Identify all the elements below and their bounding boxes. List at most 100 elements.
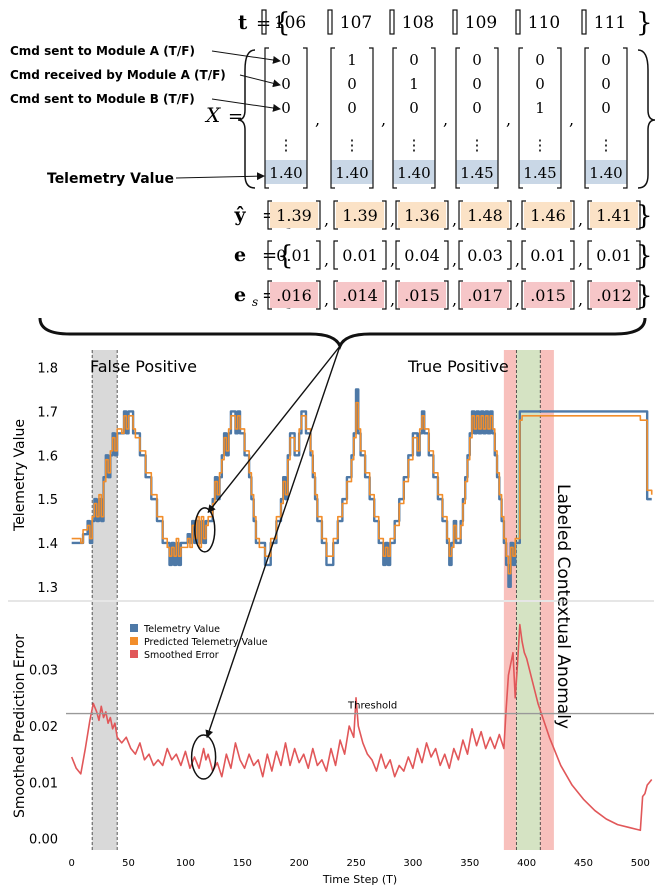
- x-tick-label: 150: [233, 858, 252, 869]
- comma: ,: [578, 250, 583, 269]
- y-tick-label: 1.3: [37, 581, 58, 596]
- value-highlight: [398, 282, 446, 308]
- legend-entry: Predicted Telemetry Value: [144, 637, 268, 648]
- bracket-left: [587, 200, 592, 230]
- matrix-bracket-right: [494, 47, 499, 189]
- x-cell-highlight: [456, 160, 498, 184]
- matrix-bracket-right: [557, 47, 562, 189]
- equals-t: =: [256, 13, 271, 34]
- row-symbol: e: [234, 284, 246, 306]
- x-cell-value: 0: [281, 75, 291, 93]
- x-tick-label: 100: [176, 858, 195, 869]
- t-value: 109: [465, 13, 497, 33]
- row-symbol: ŷ: [233, 204, 246, 226]
- comma: ,: [515, 210, 520, 229]
- bracket-left: [458, 200, 463, 230]
- bracket-left: [389, 9, 395, 35]
- bracket-right: [507, 200, 512, 230]
- bracket-left: [515, 9, 521, 35]
- value-highlight: [461, 282, 509, 308]
- bracket-left: [452, 9, 458, 35]
- bracket-right: [636, 240, 641, 270]
- x-ellipsis: ⋮: [279, 136, 294, 154]
- x-cell-value: 0: [601, 99, 611, 117]
- x-tick-label: 250: [346, 858, 365, 869]
- bracket-right: [636, 200, 641, 230]
- row-value: 0.03: [467, 246, 503, 265]
- row-value: 1.39: [276, 206, 312, 225]
- bracket-left: [521, 280, 526, 310]
- x-ellipsis: ⋮: [599, 136, 614, 154]
- row-label: Cmd sent to Module A (T/F): [10, 44, 195, 58]
- bracket-right: [636, 280, 641, 310]
- value-highlight: [336, 282, 384, 308]
- x-cell-value: 0: [281, 99, 291, 117]
- y-tick-label: 0.02: [29, 720, 58, 735]
- matrix-bracket-left: [392, 47, 397, 189]
- underbrace: [38, 317, 647, 350]
- brace-close: }: [636, 281, 653, 311]
- matrix-bracket-left: [264, 47, 269, 189]
- x-cell-value: 0: [409, 51, 419, 69]
- x-axis-label: Time Step (T): [322, 873, 397, 886]
- region-anomaly: [516, 602, 541, 850]
- row-value: .015: [404, 286, 440, 305]
- annotation-true-positive: True Positive: [407, 357, 509, 376]
- bracket-right: [444, 280, 449, 310]
- bracket-right: [382, 280, 387, 310]
- row-value: 1.36: [404, 206, 440, 225]
- comma: ,: [515, 290, 520, 309]
- bracket-left: [333, 240, 338, 270]
- label-x: X: [204, 103, 221, 127]
- brace-close: }: [636, 201, 653, 231]
- x-cell-value: 1: [409, 75, 419, 93]
- connector-arrows: [205, 345, 341, 739]
- y-axis-label: Telemetry Value: [12, 419, 28, 532]
- row-value: 0.01: [342, 246, 378, 265]
- comma: ,: [324, 250, 329, 269]
- bracket-right: [444, 200, 449, 230]
- bracket-left: [395, 280, 400, 310]
- bracket-left: [521, 240, 526, 270]
- x-ellipsis: ⋮: [407, 136, 422, 154]
- value-highlight: [590, 202, 638, 228]
- y-tick-label: 1.7: [37, 405, 58, 420]
- y-axis-label: Smoothed Prediction Error: [12, 634, 28, 818]
- row-value: 1.39: [342, 206, 378, 225]
- t-value: 107: [340, 13, 372, 33]
- x-tick-label: 50: [122, 858, 135, 869]
- comma: ,: [569, 110, 574, 129]
- bracket-left: [587, 240, 592, 270]
- row-label: Cmd sent to Module B (T/F): [10, 92, 195, 106]
- x-ellipsis: ⋮: [345, 136, 360, 154]
- bracket-left: [267, 200, 272, 230]
- x-telemetry-value: 1.40: [397, 164, 430, 182]
- comma: ,: [390, 290, 395, 309]
- x-tick-label: 0: [68, 858, 74, 869]
- comma: ,: [452, 250, 457, 269]
- matrix-bracket-right: [303, 47, 308, 189]
- matrix-bracket-right: [623, 47, 628, 189]
- value-highlight: [336, 202, 384, 228]
- bracket-right: [316, 280, 321, 310]
- x-cell-value: 0: [347, 99, 357, 117]
- x-cell-value: 0: [535, 51, 545, 69]
- x-telemetry-value: 1.45: [523, 164, 556, 182]
- bracket-left: [395, 240, 400, 270]
- brace-open-t: {: [274, 8, 291, 38]
- x-ellipsis: ⋮: [533, 136, 548, 154]
- x-cell-value: 0: [535, 75, 545, 93]
- bracket-left: [267, 280, 272, 310]
- bracket-left: [261, 9, 267, 35]
- label-t: t: [238, 10, 248, 34]
- bracket-left: [333, 200, 338, 230]
- t-value: 108: [402, 13, 434, 33]
- bracket-left: [333, 280, 338, 310]
- row-value: .017: [467, 286, 503, 305]
- brace-close-t: }: [636, 8, 653, 38]
- x-cell-value: 0: [409, 99, 419, 117]
- row-symbol-subscript: s: [252, 295, 258, 309]
- bracket-left: [458, 280, 463, 310]
- bracket-right: [507, 280, 512, 310]
- legend-swatch: [130, 624, 138, 632]
